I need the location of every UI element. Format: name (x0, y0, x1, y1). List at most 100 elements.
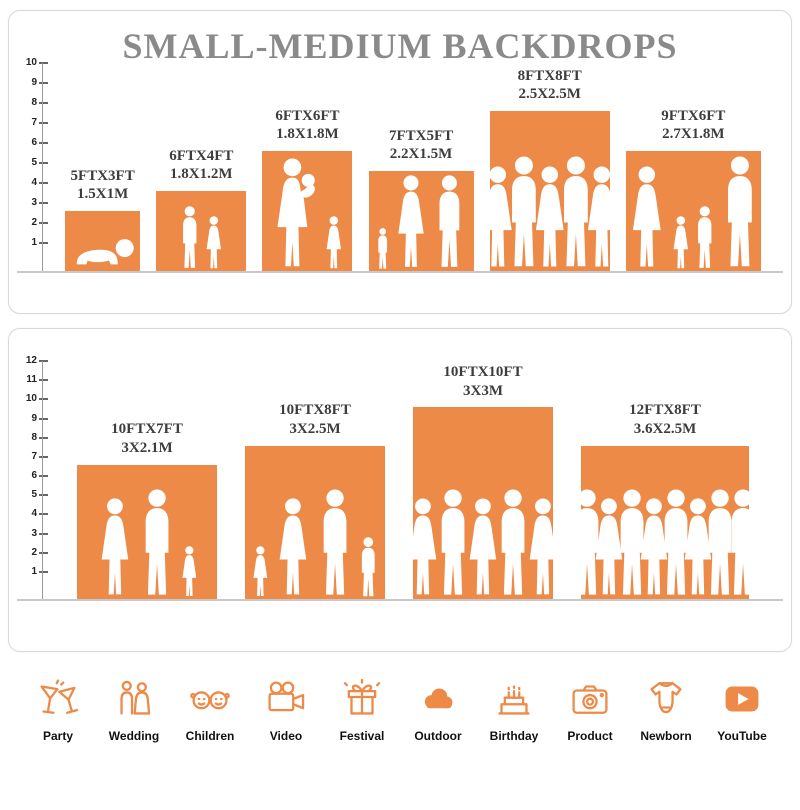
axis-tick-label: 8 (31, 431, 37, 443)
size-label-ft: 6FTX4FT (169, 147, 234, 164)
man-silhouette-icon (493, 489, 533, 598)
size-label-m: 1.8X1.2M (170, 166, 233, 183)
woman-silhouette-icon (392, 175, 430, 270)
category-item-festival: Festival (326, 678, 398, 743)
people-silhouettes (483, 156, 616, 270)
axis-tick: 12 (21, 355, 48, 367)
size-label-ft: 10FTX7FT (111, 421, 183, 438)
category-label: Festival (339, 729, 385, 743)
man-silhouette-icon (503, 156, 545, 270)
axis-tick: 3 (21, 527, 48, 540)
size-label-ft: 12FTX8FT (629, 402, 701, 419)
child-boy-silhouette-icon (693, 206, 716, 270)
axis-tick-label: 7 (31, 117, 37, 128)
backdrop-bar-group: 9FTX6FT 2.7X1.8M (625, 107, 761, 271)
backdrop-bar-group: 5FTX3FT 1.5X1M (65, 167, 141, 271)
video-icon (265, 678, 307, 720)
axis-tick: 2 (21, 546, 48, 559)
axis-tick-label: 1 (31, 237, 37, 248)
axis-tick: 5 (21, 489, 48, 501)
woman-silhouette-icon (463, 498, 503, 598)
backdrop-rect (409, 407, 557, 599)
axis-tick: 7 (21, 450, 48, 463)
panel-small-medium-backdrops: SMALL-MEDIUM BACKDROPS 1 2 3 4 5 6 7 8 9 10 5FTX3… (8, 10, 792, 314)
category-label: Wedding (108, 729, 160, 743)
backdrop-bar-group: 10FTX10FT 3X3M (409, 363, 557, 599)
axis-tick-label: 7 (31, 450, 37, 462)
child-girl-silhouette-icon (250, 546, 271, 598)
axis-tick-label: 4 (31, 508, 37, 520)
backdrop-bar-group: 6FTX6FT 1.8X1.8M (262, 107, 353, 271)
axis-tick-label: 5 (31, 157, 37, 168)
axis-tick: 2 (21, 217, 48, 229)
woman-silhouette-icon (403, 498, 443, 598)
axis-tick: 8 (21, 431, 48, 444)
wedding-icon (113, 678, 155, 720)
category-label: Outdoor (414, 729, 462, 743)
axis-tick-label: 6 (31, 470, 37, 481)
child-boy-silhouette-icon (357, 536, 380, 598)
festival-icon (341, 678, 383, 720)
size-label-m: 2.2X1.5M (389, 146, 453, 163)
axis-tick-label: 4 (31, 177, 37, 188)
people-silhouettes (621, 156, 766, 270)
man-silhouette-icon (700, 489, 740, 598)
ruler-axis: 1 2 3 4 5 6 7 8 9 10 11 12 (21, 355, 48, 599)
backdrop-size-label: 5FTX3FT 1.5X1M (71, 167, 135, 205)
axis-tick-label: 10 (25, 57, 37, 68)
size-label-m: 1.5X1M (77, 186, 129, 203)
woman-silhouette-icon (626, 166, 668, 270)
category-label: Children (185, 729, 235, 743)
category-item-youtube: YouTube (706, 678, 778, 743)
youtube-icon (721, 678, 763, 720)
backdrop-rect (77, 464, 217, 599)
ruler-axis: 1 2 3 4 5 6 7 8 9 10 (21, 57, 48, 271)
bars-row: 10FTX7FT 3X2.1M 10FTX8FT 3X2.5M 10FTX10FT 3X3… (49, 363, 777, 599)
size-label-ft: 7FTX5FT (388, 127, 454, 144)
woman-silhouette-icon (273, 498, 313, 598)
category-item-party: Party (22, 678, 94, 743)
toddler-silhouette-icon (375, 228, 390, 270)
axis-tick: 9 (21, 412, 48, 425)
child-girl-silhouette-icon (203, 216, 225, 270)
size-label-ft: 10FTX8FT (279, 402, 351, 419)
backdrop-size-label: 10FTX8FT 3X2.5M (279, 401, 351, 439)
size-label-m: 3.6X2.5M (633, 420, 697, 437)
category-label: Product (567, 729, 613, 743)
axis-tick: 6 (21, 137, 48, 149)
category-row: Party Wedding Children Video Festival Outdoor… (0, 678, 800, 743)
axis-tick: 8 (21, 97, 48, 109)
axis-tick: 1 (21, 237, 48, 249)
category-label: YouTube (717, 729, 767, 743)
size-label-m: 2.7X1.8M (662, 126, 725, 143)
woman-silhouette-icon (678, 498, 718, 598)
axis-tick-label: 9 (31, 412, 37, 424)
backdrop-size-label: 10FTX7FT 3X2.1M (111, 420, 183, 458)
people-silhouettes (60, 234, 145, 270)
woman-silhouette-icon (95, 498, 135, 598)
category-label: Video (269, 729, 303, 743)
category-label: Party (42, 729, 74, 743)
axis-tick: 3 (21, 197, 48, 209)
axis-tick-label: 5 (31, 489, 37, 501)
axis-tick: 6 (21, 470, 48, 482)
man-silhouette-icon (137, 489, 177, 598)
man-silhouette-icon (567, 489, 607, 598)
backdrop-size-label: 7FTX5FT 2.2X1.5M (389, 127, 453, 165)
backdrop-size-infographic: SMALL-MEDIUM BACKDROPS 1 2 3 4 5 6 7 8 9 10 5FTX3… (0, 10, 800, 810)
backdrop-bar-group: 7FTX5FT 2.2X1.5M (368, 127, 474, 271)
axis-tick-label: 2 (31, 546, 37, 558)
category-item-wedding: Wedding (98, 678, 170, 743)
party-icon (37, 678, 79, 720)
category-item-newborn: Newborn (630, 678, 702, 743)
woman-silhouette-icon (523, 498, 563, 598)
backdrop-size-label: 9FTX6FT 2.7X1.8M (661, 107, 725, 145)
page-title: SMALL-MEDIUM BACKDROPS (122, 26, 678, 66)
axis-tick: 10 (21, 57, 48, 69)
axis-tick-label: 3 (31, 527, 37, 539)
backdrop-bar-group: 10FTX7FT 3X2.1M (77, 420, 217, 599)
birthday-icon (493, 678, 535, 720)
axis-tick-label: 12 (25, 355, 37, 366)
category-item-outdoor: Outdoor (402, 678, 474, 743)
axis-tick: 1 (21, 566, 48, 578)
